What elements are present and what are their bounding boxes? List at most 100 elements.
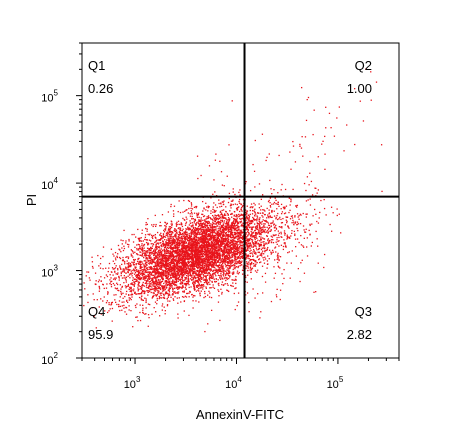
data-point (123, 282, 125, 284)
data-point (140, 260, 142, 262)
data-point (171, 230, 173, 233)
data-point (167, 252, 169, 255)
data-point (164, 289, 166, 291)
data-point (181, 287, 183, 289)
data-point (185, 221, 188, 223)
data-point (112, 260, 114, 262)
data-point (198, 274, 201, 276)
data-point (166, 304, 169, 306)
data-point (204, 258, 206, 260)
data-point (197, 247, 199, 249)
data-point (167, 273, 169, 276)
data-point (187, 272, 190, 275)
data-point (182, 241, 184, 244)
data-point (151, 286, 153, 288)
data-point (237, 265, 240, 267)
data-point (153, 271, 155, 273)
data-point (217, 274, 220, 276)
data-point (159, 296, 161, 299)
data-point (185, 284, 188, 286)
data-point (140, 240, 143, 242)
data-point (267, 228, 270, 230)
data-point (205, 279, 207, 282)
data-point (162, 270, 165, 273)
data-point (119, 305, 122, 308)
data-point (222, 246, 224, 248)
data-point (200, 219, 202, 221)
data-point (201, 225, 203, 227)
data-point (171, 261, 173, 263)
data-point (219, 215, 221, 217)
data-point (154, 286, 157, 288)
data-point (121, 301, 123, 303)
data-point (193, 239, 196, 241)
data-point (245, 276, 247, 279)
data-point (176, 233, 178, 235)
data-point (213, 278, 215, 280)
data-point (171, 250, 174, 253)
data-point (205, 229, 208, 231)
data-point (190, 286, 192, 288)
data-point (131, 249, 133, 252)
data-point (237, 244, 239, 246)
data-point (229, 210, 231, 212)
data-point (133, 261, 135, 263)
data-point (142, 309, 144, 311)
data-point (236, 251, 239, 253)
data-point (175, 259, 177, 262)
data-point (111, 320, 113, 322)
data-point (232, 256, 234, 258)
data-point (108, 302, 110, 304)
data-point (227, 249, 229, 251)
data-point (279, 216, 281, 219)
data-point (191, 222, 194, 224)
data-point (167, 245, 169, 247)
data-point (164, 254, 166, 256)
data-point (233, 215, 235, 217)
data-point (217, 254, 219, 256)
data-point (245, 226, 247, 228)
data-point (293, 221, 295, 223)
data-point (114, 251, 117, 254)
data-point (141, 269, 143, 271)
data-point (225, 218, 227, 220)
data-point (119, 266, 121, 269)
data-point (194, 241, 196, 244)
data-point (215, 217, 217, 219)
data-point (239, 262, 242, 264)
data-point (219, 228, 222, 230)
data-point (206, 265, 209, 267)
data-point (182, 265, 185, 268)
data-point (103, 277, 106, 279)
data-point (214, 204, 217, 206)
data-point (215, 252, 217, 255)
data-point (183, 257, 185, 259)
data-point (170, 226, 173, 229)
data-point (212, 232, 214, 234)
data-point (198, 273, 200, 275)
data-point (237, 252, 239, 254)
data-point (171, 251, 173, 253)
data-point (228, 262, 230, 264)
data-point (163, 285, 165, 287)
data-point (166, 274, 168, 277)
data-point (158, 259, 160, 261)
data-point (203, 207, 205, 209)
data-point (107, 293, 109, 295)
data-point (128, 238, 130, 241)
data-point (171, 294, 173, 296)
data-point (138, 240, 141, 242)
data-point (203, 259, 206, 261)
data-point (178, 242, 180, 244)
data-point (176, 243, 179, 246)
data-point (166, 259, 169, 261)
data-point (139, 254, 141, 256)
data-point (174, 267, 176, 269)
data-point (165, 272, 167, 274)
data-point (275, 227, 278, 229)
data-point (261, 252, 263, 254)
data-point (118, 276, 120, 278)
data-point (166, 262, 168, 264)
data-point (202, 210, 204, 212)
data-point (205, 252, 207, 254)
